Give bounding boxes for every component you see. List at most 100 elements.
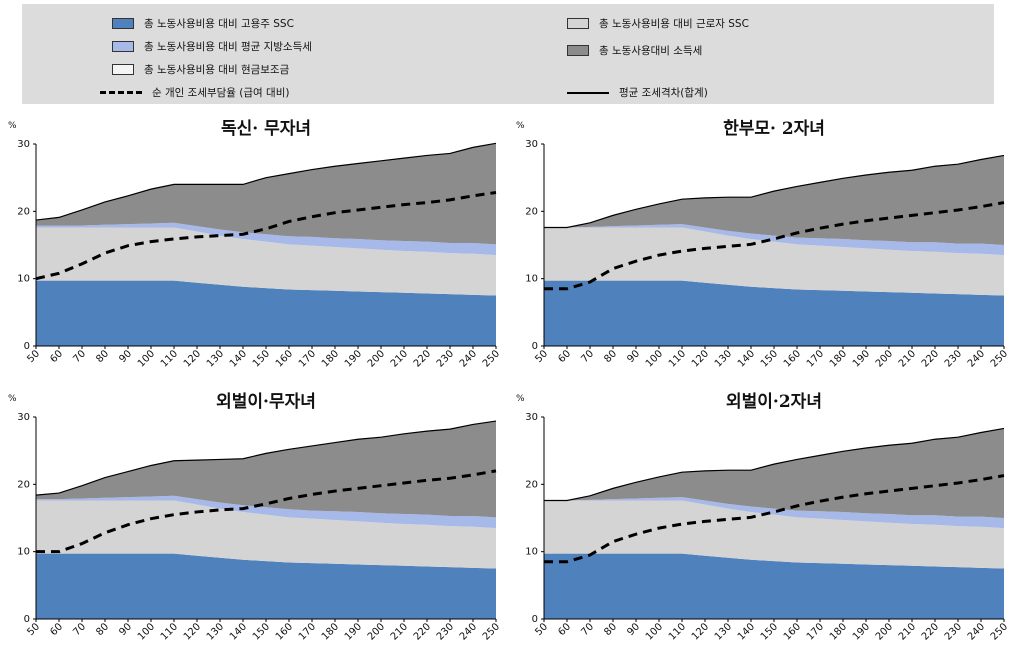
y-tick-label: 20 xyxy=(17,479,30,490)
legend-item-local-tax: 총 노동사용비용 대비 평균 지방소득세 xyxy=(112,39,312,54)
x-tick-label: 200 xyxy=(366,348,387,369)
x-tick-label: 250 xyxy=(989,621,1010,642)
chart-legend: 총 노동사용비용 대비 고용주 SSC 총 노동사용비용 대비 평균 지방소득세… xyxy=(22,4,994,104)
x-tick-label: 220 xyxy=(920,621,941,642)
x-tick-label: 200 xyxy=(874,348,895,369)
x-tick-label: 190 xyxy=(343,621,364,642)
x-tick-label: 90 xyxy=(625,348,642,365)
x-tick-label: 250 xyxy=(989,348,1010,369)
x-tick-label: 80 xyxy=(94,621,111,638)
x-tick-label: 100 xyxy=(136,621,157,642)
line-tax-wedge xyxy=(544,154,1005,229)
area-income-tax xyxy=(36,143,496,245)
x-tick-label: 200 xyxy=(874,621,895,642)
panel-title: 외벌이·무자녀 xyxy=(216,392,316,412)
x-tick-label: 130 xyxy=(205,621,226,642)
legend-swatch-cash-benefit xyxy=(112,64,134,75)
x-tick-label: 230 xyxy=(943,621,964,642)
x-tick-label: 160 xyxy=(782,621,803,642)
x-tick-label: 100 xyxy=(644,348,665,369)
x-tick-label: 110 xyxy=(159,348,180,369)
x-tick-label: 110 xyxy=(667,621,688,642)
legend-item-employee-ssc: 총 노동사용비용 대비 근로자 SSC xyxy=(567,16,749,31)
y-tick-label: 0 xyxy=(532,341,538,352)
x-tick-label: 200 xyxy=(366,621,387,642)
area-income-tax xyxy=(544,428,1004,518)
area-employer-ssc xyxy=(544,553,1004,619)
x-tick-label: 240 xyxy=(966,348,987,369)
x-tick-label: 120 xyxy=(690,348,711,369)
y-axis-unit-label: % xyxy=(8,121,17,131)
legend-swatch-employee-ssc xyxy=(567,18,589,29)
panel-title: 한부모· 2자녀 xyxy=(723,119,825,139)
x-tick-label: 210 xyxy=(897,621,918,642)
y-tick-label: 30 xyxy=(525,412,538,423)
x-tick-label: 180 xyxy=(828,621,849,642)
y-tick-label: 0 xyxy=(532,614,538,625)
x-tick-label: 70 xyxy=(71,348,88,365)
y-tick-label: 0 xyxy=(24,341,30,352)
x-tick-label: 90 xyxy=(117,621,134,638)
x-tick-label: 70 xyxy=(579,348,596,365)
area-employer-ssc xyxy=(36,280,496,346)
y-tick-label: 20 xyxy=(525,206,538,217)
x-tick-label: 130 xyxy=(205,348,226,369)
x-tick-label: 230 xyxy=(435,621,456,642)
legend-label-net-personal: 순 개인 조세부담율 (급여 대비) xyxy=(152,87,290,99)
y-axis-unit-label: % xyxy=(516,394,525,404)
area-employee-ssc xyxy=(36,227,496,296)
x-tick-label: 250 xyxy=(481,621,502,642)
legend-dash-net-personal xyxy=(100,91,142,94)
legend-label-employer-ssc: 총 노동사용비용 대비 고용주 SSC xyxy=(144,18,294,30)
x-tick-label: 240 xyxy=(966,621,987,642)
x-tick-label: 230 xyxy=(943,348,964,369)
area-employee-ssc xyxy=(544,227,1004,296)
area-income-tax xyxy=(544,155,1004,245)
x-tick-label: 170 xyxy=(297,621,318,642)
y-tick-label: 10 xyxy=(17,547,30,558)
x-tick-label: 90 xyxy=(117,348,134,365)
x-tick-label: 240 xyxy=(458,348,479,369)
legend-item-tax-wedge: 평균 조세격차(합계) xyxy=(567,85,708,100)
area-local-tax xyxy=(544,224,1004,256)
x-tick-label: 120 xyxy=(182,348,203,369)
legend-item-income-tax: 총 노동사용대비 소득세 xyxy=(567,43,702,58)
x-tick-label: 90 xyxy=(625,621,642,638)
line-tax-wedge xyxy=(35,420,497,496)
x-tick-label: 140 xyxy=(228,348,249,369)
legend-label-income-tax: 총 노동사용대비 소득세 xyxy=(599,45,703,57)
x-tick-label: 110 xyxy=(159,621,180,642)
panel-title: 외벌이·2자녀 xyxy=(726,392,822,412)
x-tick-label: 190 xyxy=(851,621,872,642)
x-tick-label: 150 xyxy=(251,348,272,369)
x-tick-label: 70 xyxy=(71,621,88,638)
y-tick-label: 0 xyxy=(24,614,30,625)
line-net-personal xyxy=(35,190,497,281)
legend-label-local-tax: 총 노동사용비용 대비 평균 지방소득세 xyxy=(144,41,312,53)
x-tick-label: 150 xyxy=(759,348,780,369)
x-tick-label: 150 xyxy=(759,621,780,642)
x-tick-label: 60 xyxy=(48,621,65,638)
line-tax-wedge xyxy=(544,427,1005,502)
x-tick-label: 160 xyxy=(274,348,295,369)
x-tick-label: 170 xyxy=(805,348,826,369)
x-tick-label: 140 xyxy=(736,348,757,369)
legend-label-cash-benefit: 총 노동사용비용 대비 현금보조금 xyxy=(144,64,290,76)
area-local-tax xyxy=(36,222,496,256)
x-tick-label: 100 xyxy=(136,348,157,369)
x-tick-label: 70 xyxy=(579,621,596,638)
legend-swatch-employer-ssc xyxy=(112,18,134,29)
y-tick-label: 20 xyxy=(17,206,30,217)
x-tick-label: 160 xyxy=(274,621,295,642)
y-tick-label: 10 xyxy=(17,274,30,285)
x-tick-label: 220 xyxy=(412,348,433,369)
y-tick-label: 30 xyxy=(525,139,538,150)
panel-title: 독신· 무자녀 xyxy=(221,119,311,139)
legend-item-cash-benefit: 총 노동사용비용 대비 현금보조금 xyxy=(112,62,289,77)
x-tick-label: 170 xyxy=(805,621,826,642)
x-tick-label: 170 xyxy=(297,348,318,369)
